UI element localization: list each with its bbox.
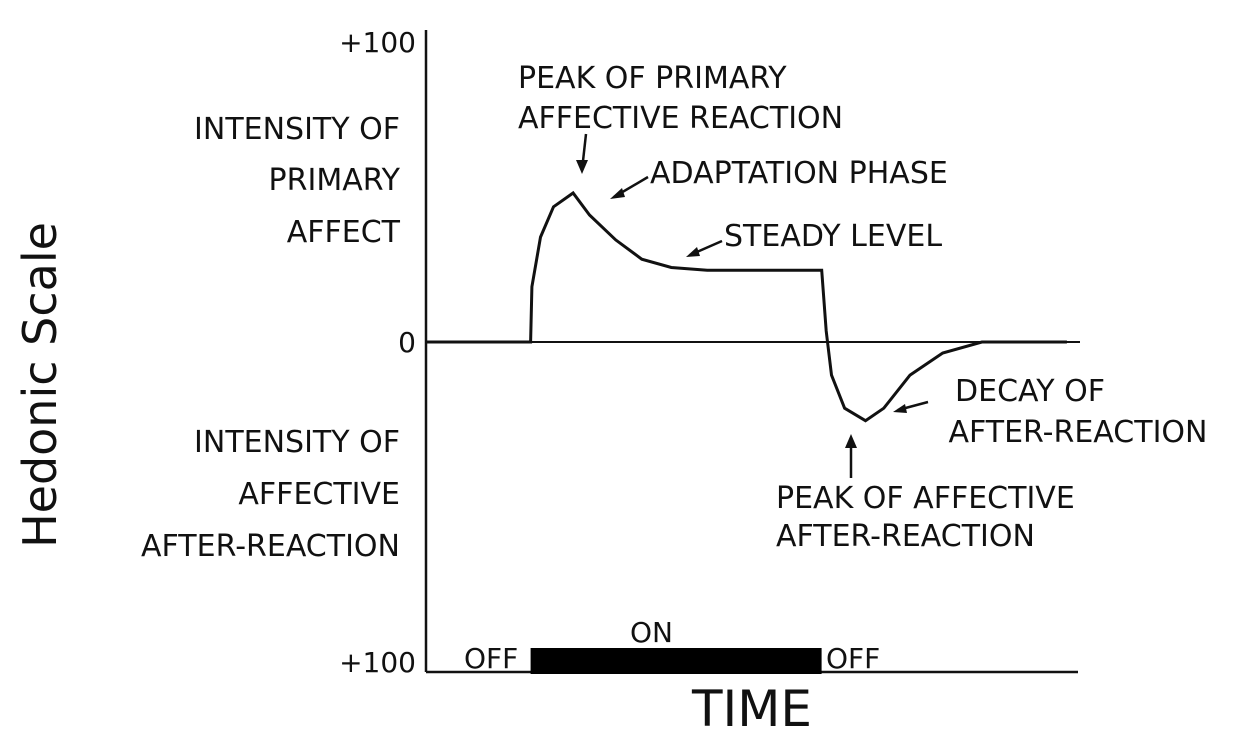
y-tick-zero: 0: [398, 326, 416, 359]
y-axis-label: Hedonic Scale: [13, 222, 67, 548]
after-region-label-line-3: AFTER-REACTION: [141, 529, 400, 564]
hedonic-response-curve: [426, 190, 1067, 423]
after-region-label-line-2: AFFECTIVE: [238, 477, 400, 512]
steady-level-label: STEADY LEVEL: [724, 219, 942, 254]
y-tick-bottom: +100: [339, 646, 416, 679]
adaptation-phase-label: ADAPTATION PHASE: [650, 156, 948, 191]
stimulus-off-after-label: OFF: [826, 642, 880, 675]
after-region-label-line-1: INTENSITY OF: [194, 425, 400, 460]
primary-region-label-line-1: INTENSITY OF: [194, 112, 400, 147]
steady-level-arrowhead: [686, 247, 700, 257]
stimulus-on-bar: [530, 648, 822, 674]
peak-after-label-line-1: PEAK OF AFFECTIVE: [776, 481, 1075, 516]
x-axis-label: TIME: [691, 680, 812, 738]
peak-after-label-line-2: AFTER-REACTION: [776, 519, 1035, 554]
stimulus-on-label: ON: [630, 616, 673, 649]
primary-region-label-line-2: PRIMARY: [269, 163, 401, 198]
decay-label-line-2: AFTER-REACTION: [949, 415, 1208, 450]
decay-label-line-1: DECAY OF: [955, 374, 1105, 409]
decay-arrowhead: [893, 404, 907, 413]
y-tick-top: +100: [339, 26, 416, 59]
peak-primary-label-line-2: AFFECTIVE REACTION: [518, 101, 843, 136]
stimulus-off-before-label: OFF: [464, 642, 518, 675]
peak-primary-arrowhead: [576, 160, 588, 174]
primary-region-label-line-3: AFFECT: [287, 215, 401, 250]
adaptation-phase-arrowhead: [610, 188, 625, 199]
peak-primary-label-line-1: PEAK OF PRIMARY: [518, 61, 787, 96]
peak-after-arrowhead: [845, 434, 857, 448]
